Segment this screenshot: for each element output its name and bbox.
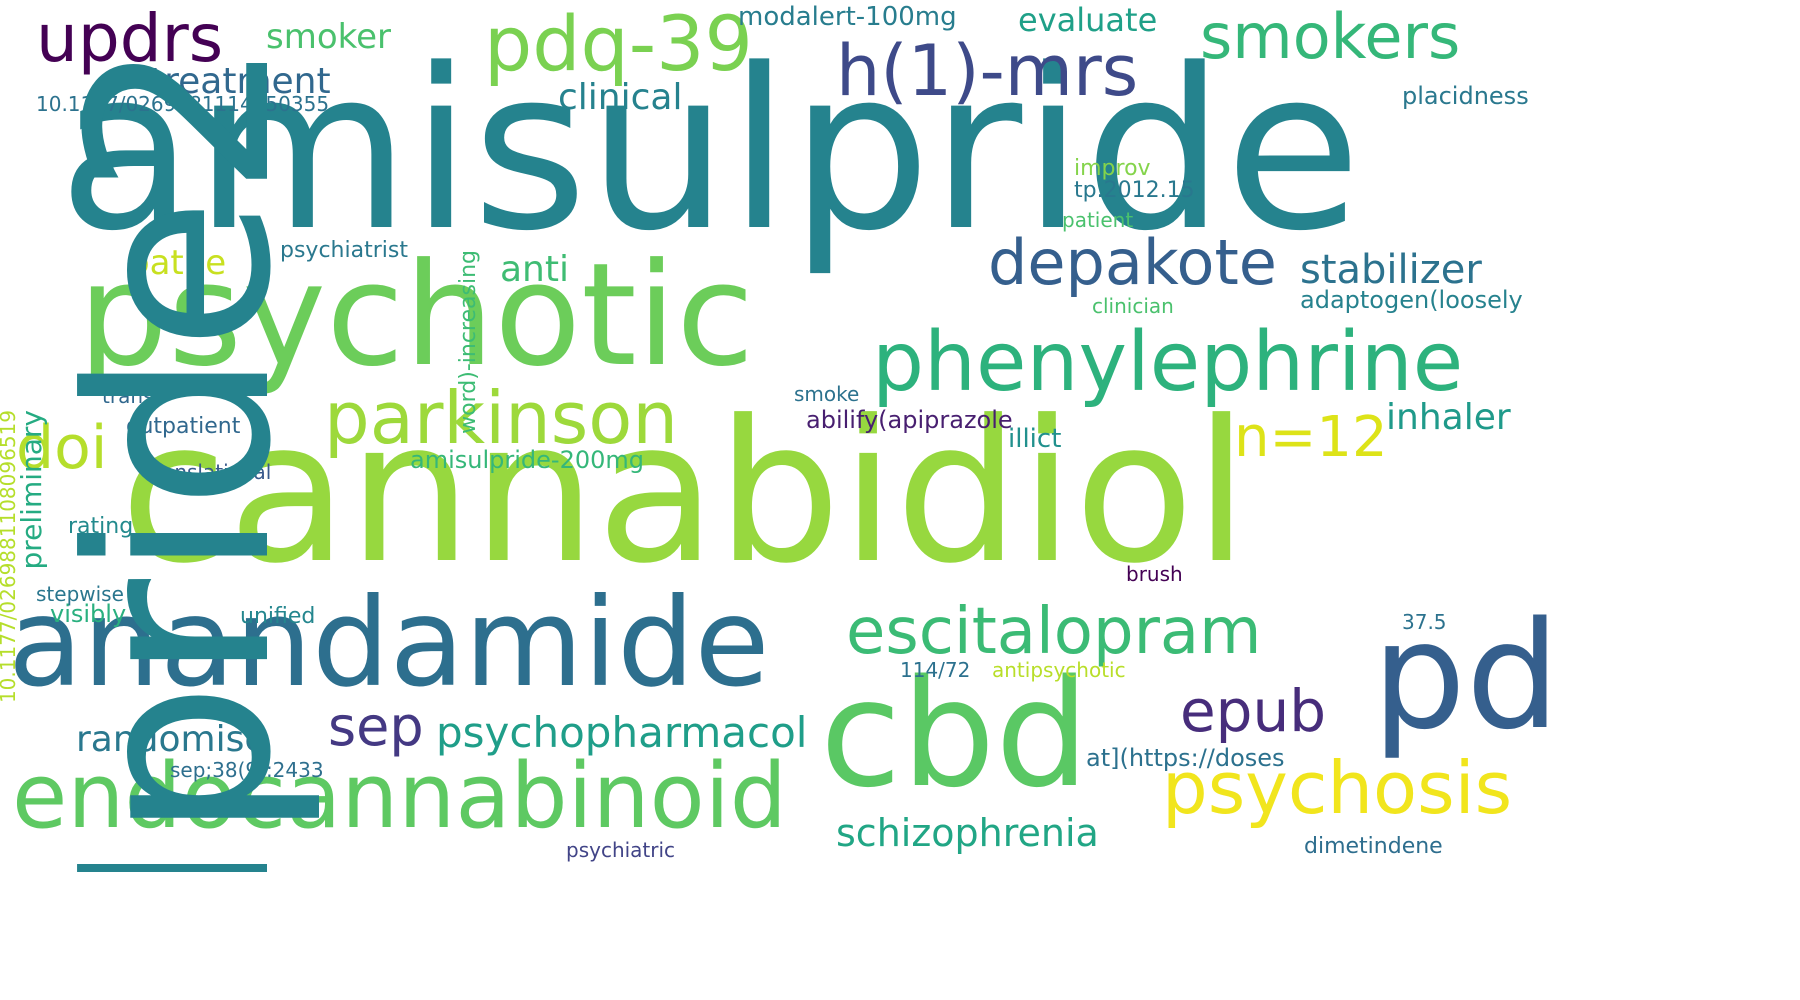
cloud-word: dimetindene [1304, 834, 1443, 859]
cloud-word: sep;38(9):2433 [170, 758, 324, 782]
cloud-word: cbd [820, 648, 1090, 820]
cloud-word: cannabidiol [120, 379, 1249, 607]
cloud-word: antipsychotic [992, 658, 1126, 682]
cloud-word: smokers [1200, 0, 1461, 73]
cloud-word: anti [500, 249, 569, 290]
cloud-word: rating [68, 514, 134, 539]
cloud-word: treatment [150, 61, 331, 102]
cloud-word: parkinson [324, 376, 678, 460]
cloud-word: escitalopram [846, 595, 1262, 669]
cloud-word: word)-increasing [456, 250, 481, 434]
cloud-word: at](https://doses [1086, 744, 1285, 772]
cloud-word: 37.5 [1402, 610, 1447, 634]
cloud-word: endocannabinoid [12, 744, 787, 849]
cloud-word: amisulpride2 [35, 38, 326, 872]
cloud-word: brush [1126, 562, 1183, 586]
cloud-word: doi [16, 413, 108, 483]
cloud-word: clinical [558, 77, 683, 118]
cloud-word: translational [146, 460, 272, 484]
cloud-word: unified [240, 604, 316, 629]
cloud-word: 10.1177/0269881114550355 [36, 92, 330, 116]
cloud-word: schizophrenia [836, 811, 1099, 855]
cloud-word: psychotic [78, 233, 755, 398]
cloud-word: anandamide [8, 572, 770, 714]
cloud-word: adaptogen(loosely [1300, 286, 1523, 314]
word-cloud: amisulpride cannabidiol psychotic anandamid… [0, 0, 1560, 872]
cloud-word: placidness [1402, 82, 1529, 110]
cloud-word: modalert-100mg [738, 2, 957, 32]
cloud-word: amisulpride [58, 22, 1362, 280]
cloud-word: patient [1062, 208, 1134, 232]
cloud-word: psychiatrist [280, 238, 408, 263]
cloud-word: h(1)-mrs [836, 30, 1139, 112]
cloud-word: 10.1177/0269881108096519 [0, 410, 20, 704]
cloud-word: transl [102, 384, 159, 408]
cloud-word: epub [1180, 677, 1327, 745]
cloud-word: updrs [36, 0, 224, 77]
cloud-word: amisulpride-200mg [410, 446, 644, 474]
cloud-word: psychopharmacol [436, 708, 808, 757]
cloud-word: abilify(apiprazole [806, 406, 1013, 434]
cloud-word: outpatient [126, 414, 241, 439]
cloud-word: stabilizer [1300, 247, 1482, 293]
cloud-word: 114/72 [900, 658, 971, 682]
cloud-word: bathe [128, 243, 227, 283]
cloud-word: depakote [988, 226, 1277, 299]
cloud-word: randomise [76, 719, 267, 760]
cloud-word: smoker [266, 17, 392, 57]
cloud-word: stepwise [36, 582, 124, 606]
cloud-word: improv [1074, 156, 1151, 181]
cloud-word: psychiatric [566, 838, 676, 862]
cloud-word: psychosis [1162, 746, 1513, 830]
cloud-word: phenylephrine [872, 315, 1464, 410]
cloud-word: tp.2012.15 [1074, 178, 1195, 203]
cloud-word: clinician [1092, 294, 1174, 318]
cloud-word: illict [1008, 424, 1062, 454]
cloud-word: pdq-39 [484, 0, 753, 88]
cloud-word: sep [328, 695, 424, 758]
cloud-word: inhaler [1386, 397, 1511, 438]
cloud-word: n=12 [1234, 405, 1388, 470]
cloud-word: visibly [50, 600, 127, 628]
cloud-word: evaluate [1018, 1, 1158, 39]
cloud-word: pd [1372, 590, 1560, 762]
cloud-word: smoke [794, 382, 860, 406]
